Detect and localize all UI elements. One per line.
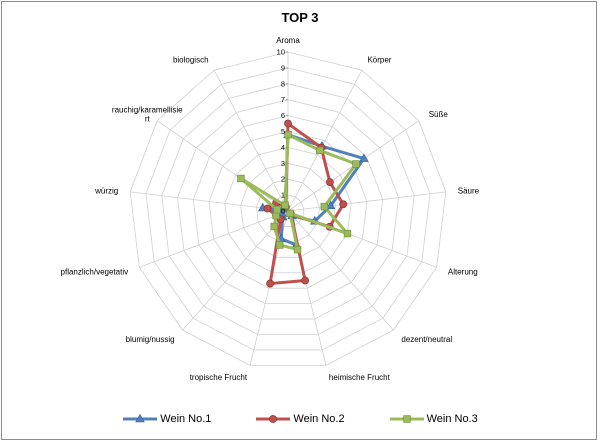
grid-spoke <box>156 120 289 212</box>
legend-swatch <box>256 415 291 423</box>
legend-item: Wein No.1 <box>122 413 211 425</box>
grid-ring <box>192 115 384 305</box>
category-labels: Aroma Körper Süße Säure Alterung dezent/neutr… <box>61 36 480 382</box>
series-line <box>239 133 358 252</box>
data-point <box>281 201 289 210</box>
category-label: heimische Frucht <box>329 373 391 382</box>
category-label: dezent/neutral <box>401 335 452 344</box>
tick-label: 2 <box>281 175 285 184</box>
data-point <box>237 174 245 183</box>
legend-label: Wein No.3 <box>426 413 478 425</box>
data-point <box>286 209 294 218</box>
data-point <box>343 229 352 238</box>
data-point <box>284 119 292 128</box>
legend-item: Wein No.3 <box>389 413 478 425</box>
tick-label: 7 <box>281 95 285 104</box>
radar-grid <box>129 51 447 366</box>
category-label: rauchig/karamellisie <box>112 105 183 114</box>
legend-swatch <box>123 413 158 423</box>
tick-label: 1 <box>281 191 285 200</box>
category-label: biologisch <box>173 56 209 65</box>
tick-label: 8 <box>281 79 285 88</box>
data-point <box>402 415 411 423</box>
data-point <box>325 178 334 186</box>
series-layer <box>237 119 369 288</box>
category-label: blumig/nussig <box>126 335 175 344</box>
data-point <box>269 415 278 423</box>
category-label: Säure <box>458 186 480 195</box>
grid-spoke <box>287 210 394 331</box>
data-point <box>266 279 275 288</box>
category-label: rt <box>145 114 151 123</box>
grid-ring <box>224 146 352 274</box>
data-point <box>316 146 324 155</box>
tick-label: 6 <box>281 111 285 120</box>
grid-spoke <box>287 70 363 212</box>
grid-ring <box>177 99 399 320</box>
grid-ring <box>129 51 447 366</box>
tick-label: 0 <box>281 207 285 216</box>
category-label: Süße <box>429 110 449 119</box>
grid-ring <box>161 83 415 335</box>
data-point <box>284 130 292 139</box>
data-point <box>135 413 145 423</box>
data-point <box>273 205 281 214</box>
radial-tick-labels: 0 1 2 3 4 5 6 7 8 9 10 <box>277 48 288 216</box>
data-point <box>263 204 272 213</box>
data-point <box>339 200 348 209</box>
chart-title: TOP 3 <box>281 10 319 25</box>
legend: Wein No.1 Wein No.2 Wein No.3 <box>0 413 600 425</box>
grid-spoke <box>213 70 289 212</box>
legend-swatch <box>389 415 424 423</box>
legend-label: Wein No.1 <box>160 413 212 425</box>
grid-spoke <box>139 210 289 268</box>
data-point <box>301 276 310 285</box>
tick-label: 4 <box>281 143 285 152</box>
legend-item: Wein No.2 <box>255 413 345 425</box>
data-point <box>293 245 302 254</box>
data-point <box>325 200 336 210</box>
grid-ring <box>240 162 336 258</box>
category-label: würzig <box>94 186 118 195</box>
grid-ring <box>145 67 431 351</box>
data-point <box>352 160 360 168</box>
category-label: tropische Frucht <box>190 373 248 382</box>
data-point <box>275 241 284 249</box>
category-label: Aroma <box>276 36 300 45</box>
tick-label: 3 <box>281 159 285 168</box>
tick-label: 5 <box>281 127 285 136</box>
data-point <box>270 222 278 231</box>
category-label: pflanzlich/vegetativ <box>61 268 129 277</box>
category-label: Körper <box>367 56 391 65</box>
grid-spoke <box>182 210 289 331</box>
series-wein-no-3 <box>237 130 360 254</box>
grid-spoke <box>287 191 446 212</box>
tick-label: 10 <box>277 48 285 57</box>
tick-label: 9 <box>281 63 285 72</box>
legend-label: Wein No.2 <box>293 413 345 425</box>
data-point <box>320 202 329 211</box>
category-label: Alterung <box>448 268 478 277</box>
data-point <box>359 153 369 162</box>
